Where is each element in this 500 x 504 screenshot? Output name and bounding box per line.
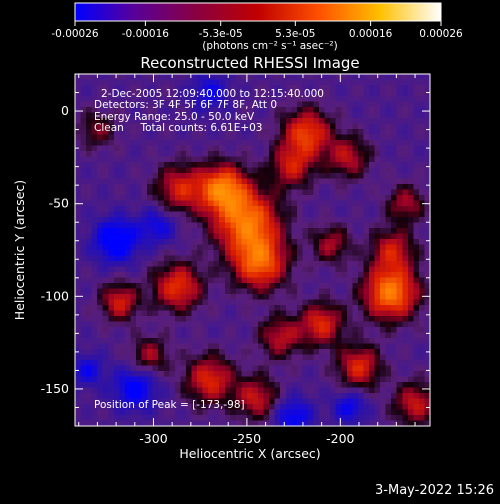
colorbar-tick-label: 5.3e-05 (275, 28, 315, 40)
footer-date: 3-May-2022 15:26 (375, 483, 494, 498)
colorbar-tick-label: -5.3e-05 (199, 28, 243, 40)
plot-area: -300 -250 -200 0 -50 -100 -150 (41, 73, 431, 446)
axis-ticks: -300 -250 -200 0 -50 -100 -150 (41, 74, 430, 446)
annotations: 2-Dec-2005 12:09:40.000 to 12:15:40.000 … (94, 88, 324, 411)
colorbar-tick-label: 0.00016 (349, 28, 393, 40)
x-tick-label: -200 (326, 431, 354, 446)
y-tick-label: -150 (41, 381, 69, 396)
heatmap-image (75, 74, 430, 426)
annotation-peak: Position of Peak = [-173,-98] (94, 399, 245, 411)
y-tick-label: 0 (61, 103, 69, 118)
colorbar-unit-label: (photons cm⁻² s⁻¹ asec⁻²) (202, 40, 337, 52)
plot-frame (74, 73, 431, 427)
annotation-energy: Energy Range: 25.0 - 50.0 keV (94, 111, 255, 123)
colorbar-scale (74, 2, 442, 22)
chart-title: Reconstructed RHESSI Image (140, 54, 359, 72)
annotation-time: 2-Dec-2005 12:09:40.000 to 12:15:40.000 (101, 88, 324, 100)
colorbar-tick-label: 0.00026 (419, 28, 463, 40)
colorbar: -0.00026 -0.00016 -5.3e-05 5.3e-05 0.00016 0.… (51, 2, 463, 52)
annotation-clean: Clean Total counts: 6.61E+03 (94, 122, 263, 134)
colorbar-tick-label: -0.00026 (51, 28, 99, 40)
y-tick-label: -50 (49, 196, 69, 211)
colorbar-ticks: -0.00026 -0.00016 -5.3e-05 5.3e-05 0.00016 0.… (51, 21, 463, 40)
annotation-detectors: Detectors: 3F 4F 5F 6F 7F 8F, Att 0 (94, 99, 277, 111)
y-tick-label: -100 (41, 288, 69, 303)
x-axis-label: Heliocentric X (arcsec) (179, 446, 320, 461)
colorbar-tick-label: -0.00016 (122, 28, 170, 40)
y-axis-label: Heliocentric Y (arcsec) (12, 180, 27, 320)
x-tick-label: -250 (233, 431, 261, 446)
x-tick-label: -300 (139, 431, 167, 446)
